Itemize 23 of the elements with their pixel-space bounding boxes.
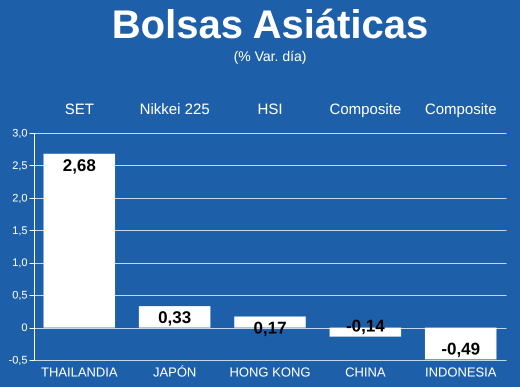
text: Nikkei 225 [140,101,210,118]
y-tick-label: 2,0 [12,192,28,204]
x-tick-label: HONG KONG [230,364,310,380]
chart-title: Bolsas Asiáticas [112,3,428,47]
chart-subtitle: (% Var. día) [234,48,306,64]
text: Composite [330,101,402,118]
text: HSI [257,101,283,118]
y-tick-label: -0,5 [8,354,28,366]
y-tick-label: 0,5 [12,290,28,302]
x-tick-label: INDONESIA [424,364,497,380]
x-tick-label: JAPÓN [152,364,196,380]
text: SET [64,101,94,118]
data-label: 2,68 [62,156,96,175]
data-label: 0,33 [158,308,192,328]
y-tick-label: 0 [21,322,28,334]
y-tick-label: 1,5 [12,224,28,237]
y-tick-label: 3,0 [12,128,28,140]
y-tick-label: 2,5 [12,160,28,172]
text: Composite [424,101,497,118]
x-tick-label: THAILANDIA [41,364,118,380]
y-tick-label: 1,0 [12,257,28,270]
x-tick-label: CHINA [345,364,386,380]
data-label: -0,49 [441,339,480,358]
